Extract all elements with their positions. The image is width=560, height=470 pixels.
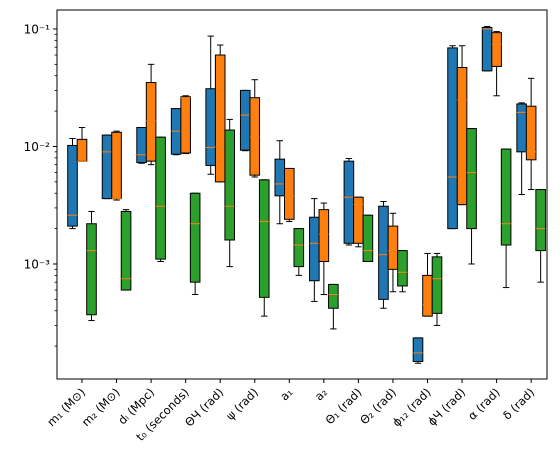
box-s2-6 [284,167,295,222]
box-s1-11 [447,45,458,230]
box-body [258,179,270,298]
y-tick-label: 10⁻³ [24,257,51,271]
box-body [491,32,502,67]
x-tick-label: ψ (rad) [223,385,261,423]
box-body [67,144,78,227]
box-s3-1 [120,209,132,291]
box-body [422,274,433,317]
box-body [284,167,295,220]
x-tick-label: ϕ₁₂ (rad) [389,385,433,429]
box-s1-5 [239,89,251,152]
box-body [481,26,493,72]
box-s1-12 [481,25,493,72]
box-s3-3 [189,192,201,295]
box-s1-4 [205,35,216,175]
plot-area [67,25,546,364]
box-body [249,97,261,176]
box-body [309,216,320,282]
x-tick-label: a₁ [277,385,295,403]
box-body [431,256,443,314]
box-body [274,158,286,197]
box-body [214,54,226,183]
box-body [535,189,546,252]
box-body [111,131,122,200]
box-s1-10 [412,337,424,364]
box-s2-2 [145,63,157,166]
box-s3-2 [155,136,166,262]
box-s3-8 [362,214,374,262]
box-s3-4 [224,118,235,268]
box-s2-9 [387,212,399,293]
axes-frame [56,9,548,380]
x-tick-label: m₂ (M⊙) [79,385,123,429]
box-body [155,136,166,260]
box-body [362,214,374,262]
box-s2-1 [111,130,122,201]
box-body [378,205,389,300]
box-s2-5 [249,79,261,178]
box-s2-0 [76,127,88,162]
box-body [343,160,355,244]
box-body [466,128,477,230]
box-body [180,96,191,154]
box-body [76,138,88,162]
box-s2-13 [525,77,537,191]
box-body [328,283,339,309]
box-body [120,210,132,291]
box-s3-13 [535,189,546,283]
box-s3-6 [293,228,305,276]
y-tick-label: 10⁻² [24,140,51,154]
box-body [500,148,512,246]
box-body [224,129,235,241]
box-s3-0 [86,210,97,322]
box-body [447,47,458,230]
box-body [239,89,251,151]
box-s1-3 [170,108,182,156]
box-body [412,337,424,362]
box-s2-12 [491,31,502,97]
box-s3-11 [466,128,477,265]
x-tick-label: ΘЧ (rad) [182,385,226,429]
box-s1-7 [309,198,320,302]
box-body [318,209,330,262]
box-body [205,88,216,166]
box-s2-10 [422,252,433,317]
x-tick-label: α (rad) [465,385,503,423]
box-s2-3 [180,95,191,155]
box-body [387,225,399,270]
x-tick-label: δ (rad) [500,385,537,422]
box-body [101,134,113,200]
x-tick-label: Θ₁ (rad) [323,385,365,427]
box-s1-13 [516,102,527,196]
box-s3-7 [328,283,339,330]
box-body [136,127,147,164]
box-s3-5 [258,179,270,317]
x-tick-label: ϕЧ (rad) [425,385,468,428]
box-s1-1 [101,134,113,200]
box-s1-9 [378,201,389,309]
box-body [456,66,468,206]
box-s3-12 [500,148,512,289]
box-s1-6 [274,140,286,225]
box-body [86,223,97,316]
box-s3-10 [431,252,443,326]
box-body [145,82,157,162]
x-tick-label: a₂ [312,385,330,403]
box-s1-2 [136,127,147,164]
box-s2-4 [214,44,226,183]
box-body [516,103,527,153]
box-body [525,105,537,161]
box-s2-11 [456,45,468,206]
box-body [189,192,201,283]
box-s3-9 [397,250,408,293]
box-body [397,250,408,287]
y-tick-label: 10⁻¹ [24,22,51,36]
box-s2-8 [353,196,364,248]
box-s2-7 [318,202,330,295]
box-s1-0 [67,137,78,230]
box-body [293,228,305,268]
box-s1-8 [343,158,355,246]
